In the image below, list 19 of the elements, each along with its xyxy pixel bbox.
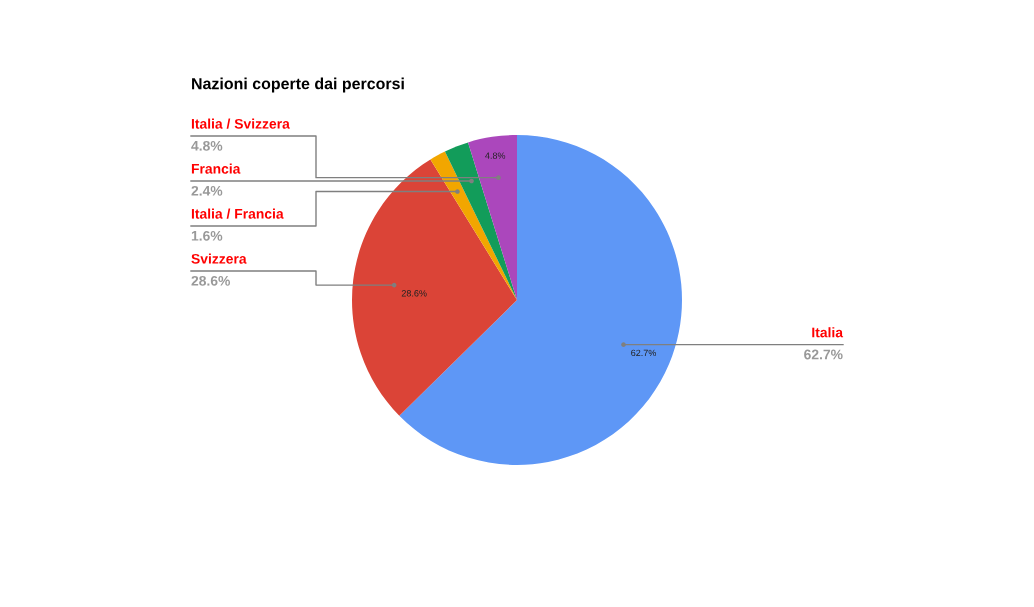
text: 62.7% [631,349,656,357]
text: 4.8% [485,152,506,159]
pie-slice [444,142,517,300]
data-label: 28.6% [191,275,231,286]
slice-label: Italia / Francia [191,208,284,219]
slice-label: Italia / Svizzera [191,118,290,129]
slice-label: Francia [191,163,241,174]
chart-title: Nazioni coperte dai percorsi [192,77,404,93]
data-label: 1.6% [191,230,223,241]
slice-label: Italia [812,327,844,338]
data-label: 62.7% [804,349,843,360]
slice-label: Svizzera [191,253,247,264]
data-label: 4.8% [191,140,223,151]
pie-slice [399,135,682,465]
pie-slice [352,159,517,416]
pie-slice [468,135,517,300]
data-label: 2.4% [191,185,223,196]
pie-slice [430,151,517,300]
text: 28.6% [401,290,427,297]
